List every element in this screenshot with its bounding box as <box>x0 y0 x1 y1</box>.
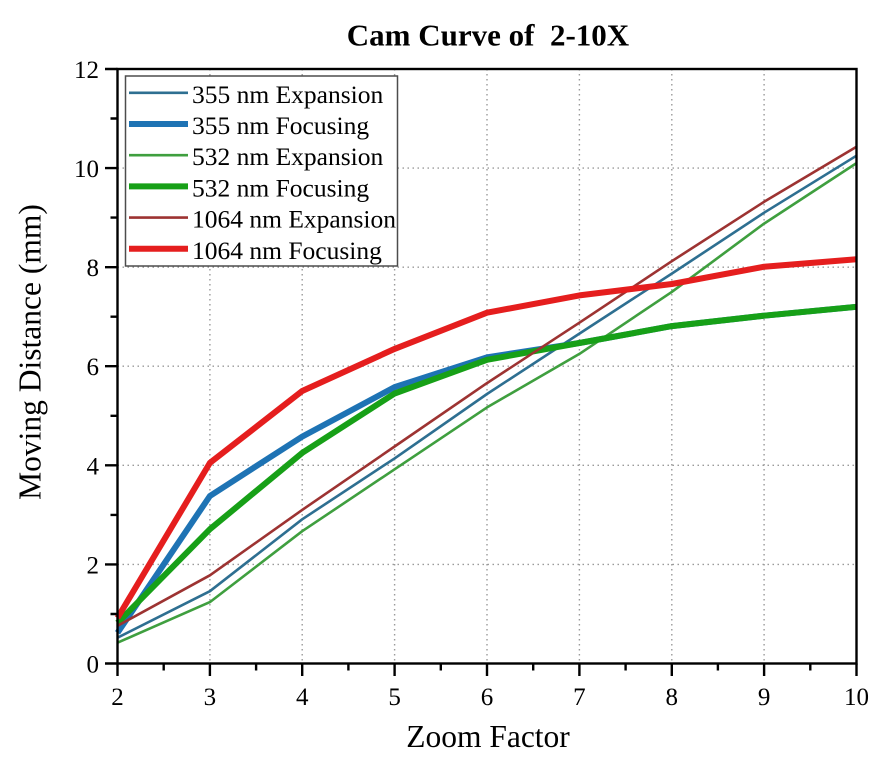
svg-text:2: 2 <box>111 684 124 711</box>
svg-text:5: 5 <box>388 684 401 711</box>
svg-text:6: 6 <box>481 684 494 711</box>
svg-text:12: 12 <box>74 57 99 84</box>
svg-text:355 nm Expansion: 355 nm Expansion <box>192 80 383 109</box>
svg-text:10: 10 <box>844 684 869 711</box>
svg-text:532 nm Focusing: 532 nm Focusing <box>192 173 369 202</box>
svg-text:2: 2 <box>87 552 100 579</box>
svg-text:Cam Curve of 2-10X: Cam Curve of 2-10X <box>347 18 630 53</box>
svg-text:8: 8 <box>666 684 679 711</box>
svg-text:9: 9 <box>758 684 771 711</box>
svg-text:355 nm Focusing: 355 nm Focusing <box>192 111 369 140</box>
svg-text:0: 0 <box>87 652 100 679</box>
svg-text:4: 4 <box>296 684 309 711</box>
svg-text:1064 nm Focusing: 1064 nm Focusing <box>192 236 382 265</box>
svg-text:7: 7 <box>573 684 586 711</box>
svg-text:8: 8 <box>87 255 100 282</box>
svg-text:Zoom Factor: Zoom Factor <box>406 719 570 754</box>
svg-text:6: 6 <box>87 354 100 381</box>
svg-text:1064 nm Expansion: 1064 nm Expansion <box>192 205 396 234</box>
svg-text:4: 4 <box>87 453 100 480</box>
svg-text:10: 10 <box>74 156 99 183</box>
svg-text:532 nm Expansion: 532 nm Expansion <box>192 142 383 171</box>
svg-text:Moving Distance (mm): Moving Distance (mm) <box>13 204 48 500</box>
svg-text:3: 3 <box>204 684 217 711</box>
